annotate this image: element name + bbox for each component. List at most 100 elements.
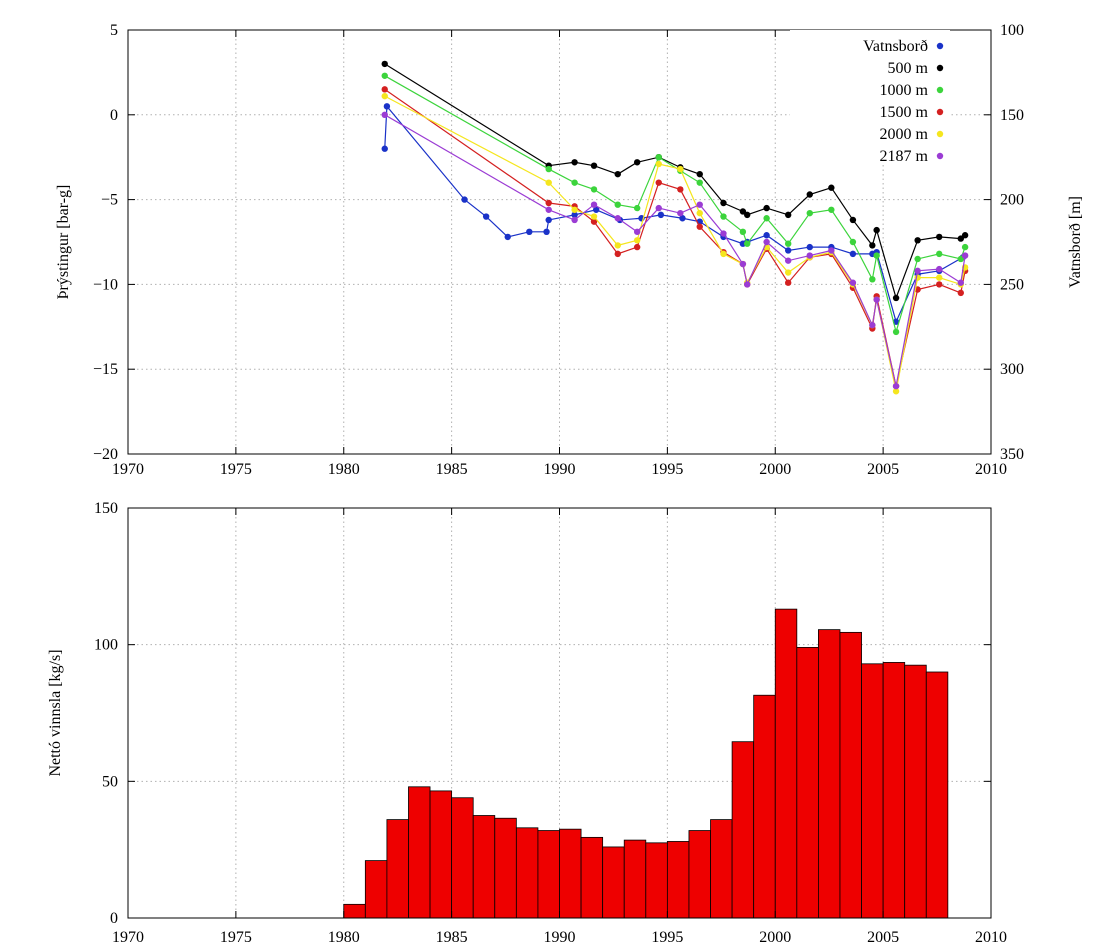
- series-point-1: [957, 235, 964, 242]
- legend-label: 2000 m: [880, 126, 929, 143]
- series-point-0: [383, 103, 391, 110]
- series-point-5: [655, 204, 662, 212]
- series-point-5: [571, 216, 578, 224]
- series-point-2: [936, 250, 943, 258]
- series-point-3: [545, 199, 552, 207]
- series-point-3: [784, 279, 792, 286]
- series-point-0: [784, 247, 792, 254]
- series-point-3: [590, 218, 598, 225]
- series-point-1: [936, 233, 943, 241]
- series-point-1: [739, 208, 747, 215]
- series-point-5: [936, 265, 943, 273]
- series-point-0: [806, 243, 813, 251]
- top-y2-tick-label: 350: [1000, 446, 1024, 463]
- series-point-1: [828, 184, 835, 191]
- series-point-1: [784, 211, 792, 219]
- series-point-1: [381, 60, 388, 68]
- series-point-4: [545, 179, 552, 186]
- series-point-5: [869, 321, 876, 329]
- series-point-5: [739, 260, 747, 268]
- production-bar: [731, 741, 755, 919]
- top-y2-axis-title: Vatnsborð [m]: [1067, 196, 1084, 288]
- series-point-0: [849, 250, 857, 258]
- production-chart: 1970 1975 1980 1985 1990 1995 2000 2005 2010 0 50 1…: [47, 500, 1007, 946]
- production-bar: [753, 694, 776, 919]
- production-bar: [343, 903, 366, 919]
- series-point-5: [763, 238, 770, 246]
- legend-label: 1500 m: [880, 104, 929, 121]
- production-bar: [818, 629, 841, 919]
- legend-background: [790, 30, 950, 162]
- series-point-4: [784, 269, 792, 276]
- top-y2-tick-label: 100: [1000, 22, 1024, 39]
- bottom-y-tick-label: 0: [110, 910, 118, 927]
- series-point-4: [677, 165, 684, 173]
- bottom-x-tick-label: 2005: [867, 929, 899, 946]
- series-point-2: [614, 201, 621, 208]
- production-bar: [796, 647, 819, 919]
- bottom-x-tick-label: 1990: [544, 929, 576, 946]
- series-point-0: [545, 216, 552, 224]
- series-point-0: [526, 228, 533, 236]
- top-x-tick-label: 1990: [544, 461, 576, 478]
- series-point-0: [679, 215, 686, 222]
- series-point-2: [763, 215, 770, 222]
- top-y-tick-label: −5: [101, 192, 118, 209]
- top-x-tick-label: 2000: [759, 461, 791, 478]
- series-point-0: [543, 228, 550, 236]
- series-point-3: [957, 289, 964, 297]
- series-point-3: [633, 243, 641, 251]
- legend-label: Vatnsborð: [863, 38, 928, 55]
- production-bar: [559, 828, 582, 919]
- legend-marker: [936, 130, 944, 138]
- series-point-5: [677, 209, 684, 217]
- series-point-2: [744, 240, 751, 247]
- series-point-2: [381, 72, 388, 79]
- series-point-3: [381, 86, 388, 93]
- bottom-x-tick-label: 1980: [328, 929, 360, 946]
- series-point-4: [614, 242, 621, 249]
- series-point-4: [381, 92, 388, 100]
- series-point-5: [590, 201, 598, 208]
- series-point-1: [961, 232, 969, 239]
- production-bar: [602, 846, 625, 919]
- series-point-1: [806, 191, 813, 198]
- series-point-5: [381, 111, 388, 119]
- series-point-5: [545, 206, 552, 213]
- series-point-2: [828, 206, 835, 213]
- series-point-2: [720, 213, 727, 220]
- production-bar: [494, 817, 517, 919]
- series-point-0: [657, 211, 665, 219]
- legend-marker: [936, 64, 944, 72]
- series-point-5: [696, 201, 703, 208]
- series-point-0: [381, 145, 388, 152]
- series-point-4: [936, 274, 943, 281]
- bottom-x-tick-label: 1995: [651, 929, 683, 946]
- top-x-tick-label: 1975: [220, 461, 252, 478]
- series-point-4: [633, 237, 641, 244]
- series-point-2: [849, 238, 857, 246]
- bottom-y-tick-label: 150: [94, 500, 118, 517]
- production-bar: [645, 842, 668, 919]
- top-y2-tick-label: 250: [1000, 276, 1024, 293]
- production-bar: [515, 827, 539, 919]
- top-x-tick-label: 2005: [867, 461, 899, 478]
- series-point-4: [720, 250, 727, 258]
- bottom-x-tick-label: 1970: [112, 929, 144, 946]
- series-point-1: [892, 294, 900, 302]
- series-point-2: [914, 255, 921, 263]
- series-point-3: [655, 179, 662, 186]
- series-point-2: [873, 252, 880, 259]
- production-bar: [623, 839, 647, 919]
- legend-label: 500 m: [888, 60, 929, 77]
- legend-marker: [936, 86, 944, 94]
- series-point-5: [892, 382, 900, 390]
- series-point-3: [677, 186, 684, 193]
- series-point-1: [914, 237, 921, 244]
- series-point-2: [869, 276, 876, 283]
- series-point-0: [763, 232, 770, 239]
- top-y-tick-label: −20: [93, 446, 118, 463]
- production-bar: [451, 797, 474, 919]
- top-x-tick-label: 1970: [112, 461, 144, 478]
- series-point-0: [504, 233, 511, 241]
